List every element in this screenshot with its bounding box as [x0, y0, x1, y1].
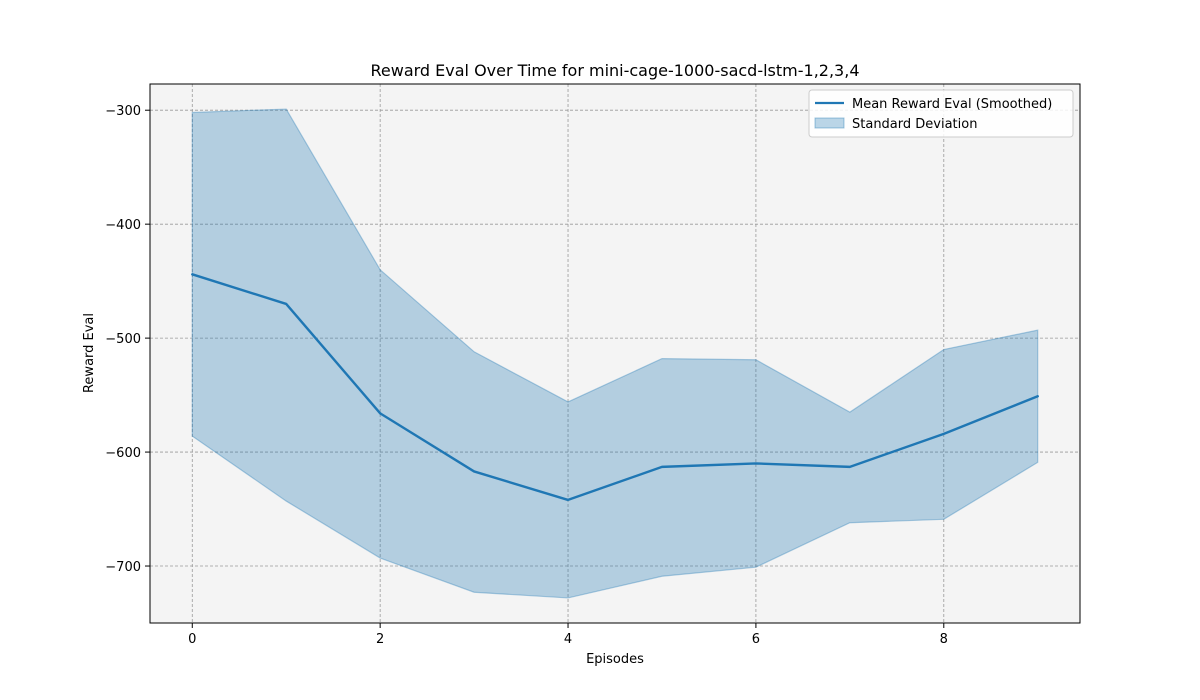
y-tick-label: −400: [105, 218, 141, 233]
x-tick-label: 4: [564, 632, 572, 647]
legend-label-mean: Mean Reward Eval (Smoothed): [852, 97, 1052, 112]
plot-frame: [149, 83, 1081, 624]
x-tick-label: 6: [752, 632, 760, 647]
y-tick-label: −600: [105, 446, 141, 461]
std-deviation-band: [191, 108, 1039, 599]
mean-reward-line: [191, 273, 1039, 502]
plot-area: [150, 84, 1080, 623]
mean-line-layer: [191, 273, 1039, 502]
chart-title: Reward Eval Over Time for mini-cage-1000…: [371, 61, 860, 80]
std-band-layer: [191, 108, 1039, 599]
legend-swatch-std-band: [814, 117, 845, 129]
x-axis-label: Episodes: [586, 652, 644, 667]
y-tick-label: −500: [105, 332, 141, 347]
y-tick-label: −300: [105, 104, 141, 119]
y-tick-label: −700: [105, 560, 141, 575]
x-tick-label: 0: [188, 632, 196, 647]
x-tick-label: 2: [376, 632, 384, 647]
y-axis-label: Reward Eval: [82, 313, 97, 393]
legend-box: [808, 89, 1074, 138]
legend: Mean Reward Eval (Smoothed) Standard Dev…: [808, 89, 1074, 138]
x-tick-label: 8: [940, 632, 948, 647]
grid: [150, 84, 1080, 623]
legend-label-std: Standard Deviation: [852, 117, 977, 132]
ticks: 0 2 4 6 8 −300 −400 −500 −600 −700: [105, 104, 948, 647]
